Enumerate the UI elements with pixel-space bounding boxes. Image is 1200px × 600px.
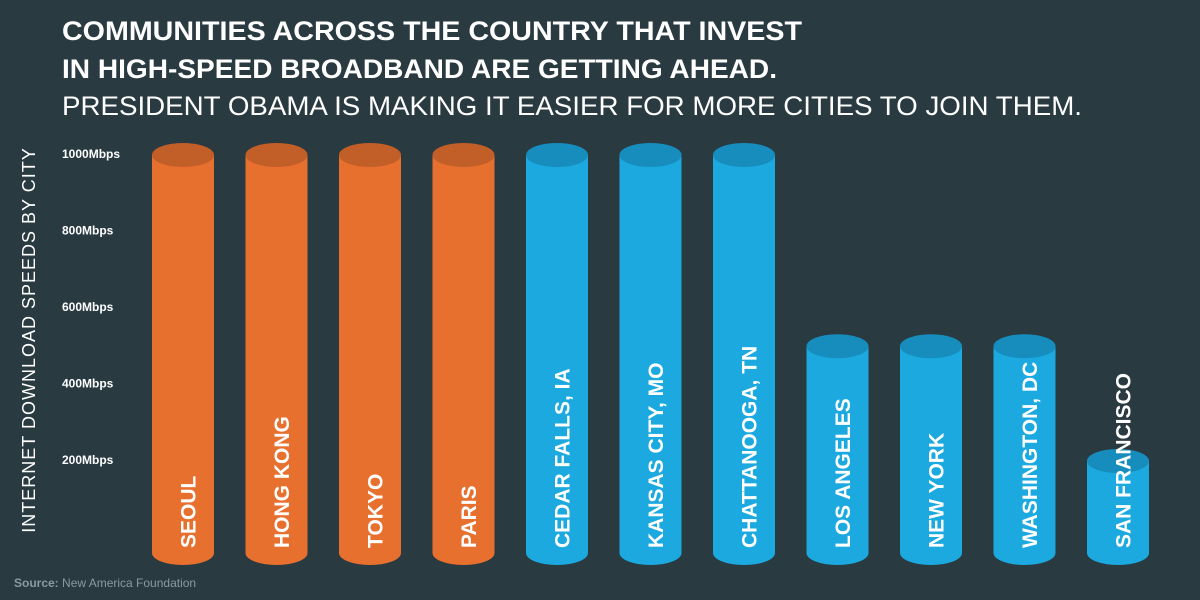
bar-label: KANSAS CITY, MO — [645, 362, 668, 548]
bar — [1087, 461, 1149, 565]
bar — [152, 155, 214, 565]
chart-title: COMMUNITIES ACROSS THE COUNTRY THAT INVE… — [62, 16, 803, 46]
bar-label: TOKYO — [365, 474, 388, 548]
bar-top-shade — [993, 334, 1056, 359]
bar-top — [432, 143, 495, 167]
bar-top — [1087, 449, 1149, 473]
bar-label: LOS ANGELES — [832, 398, 855, 548]
chart-title: IN HIGH-SPEED BROADBAND ARE GETTING AHEA… — [62, 54, 777, 84]
bar-top-shade — [245, 143, 308, 167]
bar-label: SAN FRANCISCO — [1113, 373, 1136, 548]
bar-top-shade — [432, 143, 495, 167]
bar-top-shade — [152, 143, 214, 167]
y-tick-label: 800Mbps — [62, 224, 114, 238]
bar-label: PARIS — [458, 485, 481, 548]
bar-top-shade — [900, 334, 962, 359]
bar-group: WASHINGTON, DC — [993, 334, 1056, 565]
bar-group: SEOUL — [152, 143, 214, 565]
y-tick-label: 200Mbps — [62, 453, 114, 467]
bar-label: CEDAR FALLS, IA — [552, 368, 575, 548]
bar-top-shade — [1087, 449, 1149, 473]
bar-group: NEW YORK — [900, 334, 962, 565]
bar-label: SEOUL — [178, 475, 201, 548]
y-tick-label: 400Mbps — [62, 377, 114, 391]
bar — [713, 155, 775, 565]
bar-group: HONG KONG — [245, 143, 308, 565]
bar — [339, 155, 401, 565]
bar-label: NEW YORK — [926, 433, 949, 548]
bar-label: WASHINGTON, DC — [1019, 362, 1042, 548]
bar-top-shade — [526, 143, 588, 167]
source-label: Source: — [14, 576, 59, 590]
bar — [432, 155, 495, 565]
source: Source: New America Foundation — [14, 576, 196, 590]
bar-top — [245, 143, 308, 167]
bar-top — [152, 143, 214, 167]
bar-group: KANSAS CITY, MO — [619, 143, 682, 565]
bar-top — [993, 334, 1056, 359]
y-tick-label: 1000Mbps — [62, 147, 120, 161]
bar-top — [900, 334, 962, 359]
bar-group: LOS ANGELES — [806, 334, 869, 565]
source-text: New America Foundation — [62, 576, 196, 590]
bar-top-shade — [713, 143, 775, 167]
bar — [245, 155, 308, 565]
bar-top — [526, 143, 588, 167]
bar-group: CEDAR FALLS, IA — [526, 143, 588, 565]
bar-top — [619, 143, 682, 167]
bar-group: SAN FRANCISCO — [1087, 373, 1149, 565]
bar — [526, 155, 588, 565]
chart-subtitle: PRESIDENT OBAMA IS MAKING IT EASIER FOR … — [62, 91, 1082, 121]
bar — [900, 346, 962, 565]
bar-top — [713, 143, 775, 167]
bar-top — [806, 334, 869, 359]
bar-label: HONG KONG — [271, 416, 294, 548]
bar-top-shade — [619, 143, 682, 167]
bar-top — [339, 143, 401, 167]
bar — [993, 346, 1056, 565]
bar-group: TOKYO — [339, 143, 401, 565]
bar — [806, 346, 869, 565]
bar-top-shade — [806, 334, 869, 359]
y-tick-label: 600Mbps — [62, 300, 114, 314]
bar-group: CHATTANOOGA, TN — [713, 143, 775, 565]
y-axis-label: INTERNET DOWNLOAD SPEEDS BY CITY — [19, 147, 39, 532]
bar-label: CHATTANOOGA, TN — [739, 346, 762, 548]
bar-group: PARIS — [432, 143, 495, 565]
bar-top-shade — [339, 143, 401, 167]
bar — [619, 155, 682, 565]
